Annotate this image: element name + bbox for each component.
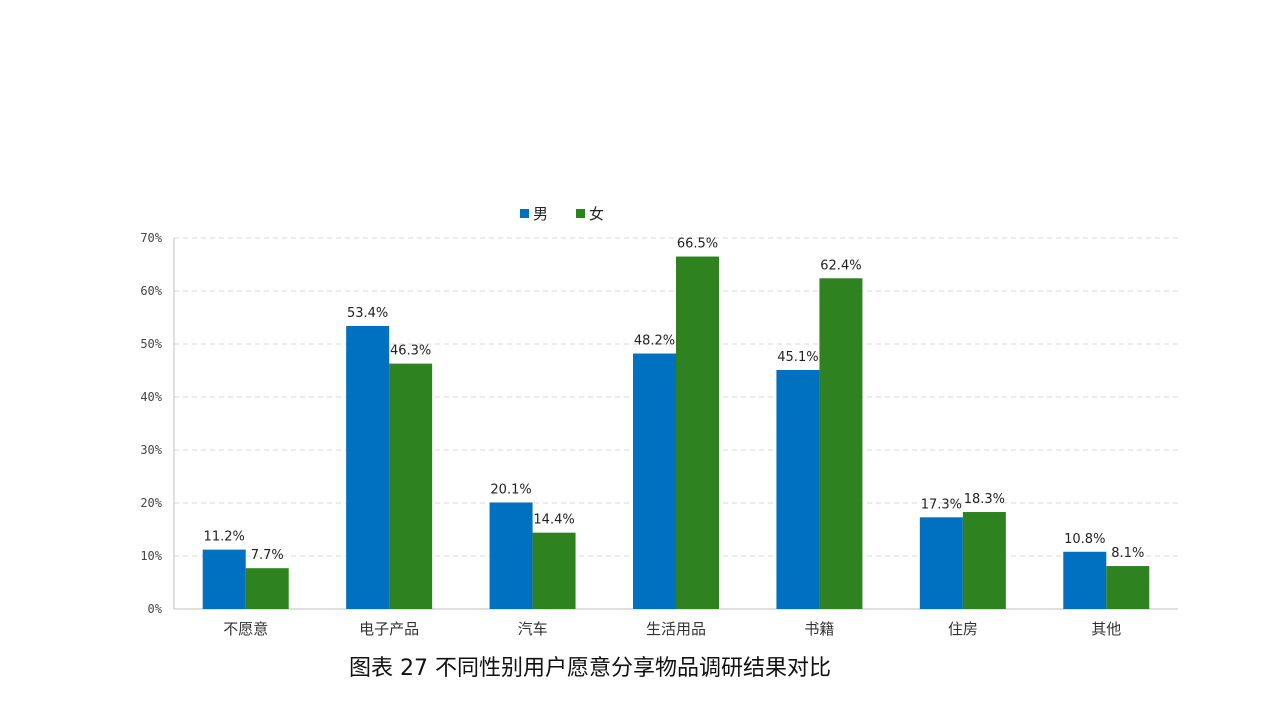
data-label: 7.7% bbox=[251, 548, 284, 563]
legend-label-male: 男 bbox=[533, 204, 549, 223]
bar-female bbox=[819, 278, 863, 609]
legend-item-male: 男 bbox=[520, 203, 548, 224]
x-tick-label: 电子产品 bbox=[359, 620, 419, 638]
y-tick-label: 50% bbox=[140, 337, 162, 351]
bar-male bbox=[633, 353, 676, 609]
legend: 男 女 bbox=[520, 203, 604, 223]
legend-label-female: 女 bbox=[589, 204, 605, 223]
legend-swatch-female bbox=[576, 208, 586, 218]
y-tick-label: 30% bbox=[140, 443, 162, 457]
x-tick-label: 不愿意 bbox=[223, 620, 268, 638]
bar-male bbox=[1063, 551, 1107, 609]
figure-caption: 图表 27 不同性别用户愿意分享物品调研结果对比 bbox=[349, 656, 831, 681]
y-tick-label: 20% bbox=[140, 496, 162, 510]
bar-male bbox=[919, 517, 963, 609]
bar-male bbox=[346, 325, 390, 609]
data-label: 53.4% bbox=[347, 306, 388, 321]
bar-female bbox=[1106, 566, 1150, 609]
x-tick-label: 住房 bbox=[948, 620, 978, 638]
x-tick-label: 汽车 bbox=[518, 620, 548, 638]
y-tick-label: 70% bbox=[140, 231, 162, 245]
bar-female bbox=[962, 512, 1006, 609]
data-label: 20.1% bbox=[490, 482, 531, 497]
data-label: 11.2% bbox=[204, 530, 245, 545]
bar-female bbox=[245, 568, 289, 609]
y-tick-label: 60% bbox=[140, 284, 162, 298]
bar-male bbox=[489, 502, 533, 609]
legend-swatch-male bbox=[520, 208, 529, 218]
y-tick-label: 40% bbox=[140, 390, 162, 404]
data-label: 46.3% bbox=[390, 344, 431, 359]
data-label: 8.1% bbox=[1111, 546, 1144, 561]
bar-female bbox=[676, 256, 719, 609]
data-label: 10.8% bbox=[1064, 532, 1105, 547]
y-tick-label: 0% bbox=[148, 602, 163, 616]
data-label: 18.3% bbox=[964, 492, 1005, 507]
legend-item-female: 女 bbox=[576, 203, 604, 224]
bar-female bbox=[532, 532, 576, 609]
data-label: 14.4% bbox=[533, 513, 574, 528]
data-label: 62.4% bbox=[820, 258, 861, 273]
bar-female bbox=[389, 363, 433, 609]
bar-male bbox=[776, 369, 820, 609]
data-label: 48.2% bbox=[634, 334, 675, 349]
data-label: 17.3% bbox=[921, 497, 962, 512]
x-tick-label: 生活用品 bbox=[646, 620, 706, 638]
x-tick-label: 其他 bbox=[1091, 620, 1121, 638]
data-label: 66.5% bbox=[677, 237, 718, 252]
y-tick-label: 10% bbox=[140, 549, 162, 563]
data-label: 45.1% bbox=[777, 350, 818, 365]
x-tick-label: 书籍 bbox=[804, 620, 834, 638]
bar-male bbox=[202, 549, 246, 609]
